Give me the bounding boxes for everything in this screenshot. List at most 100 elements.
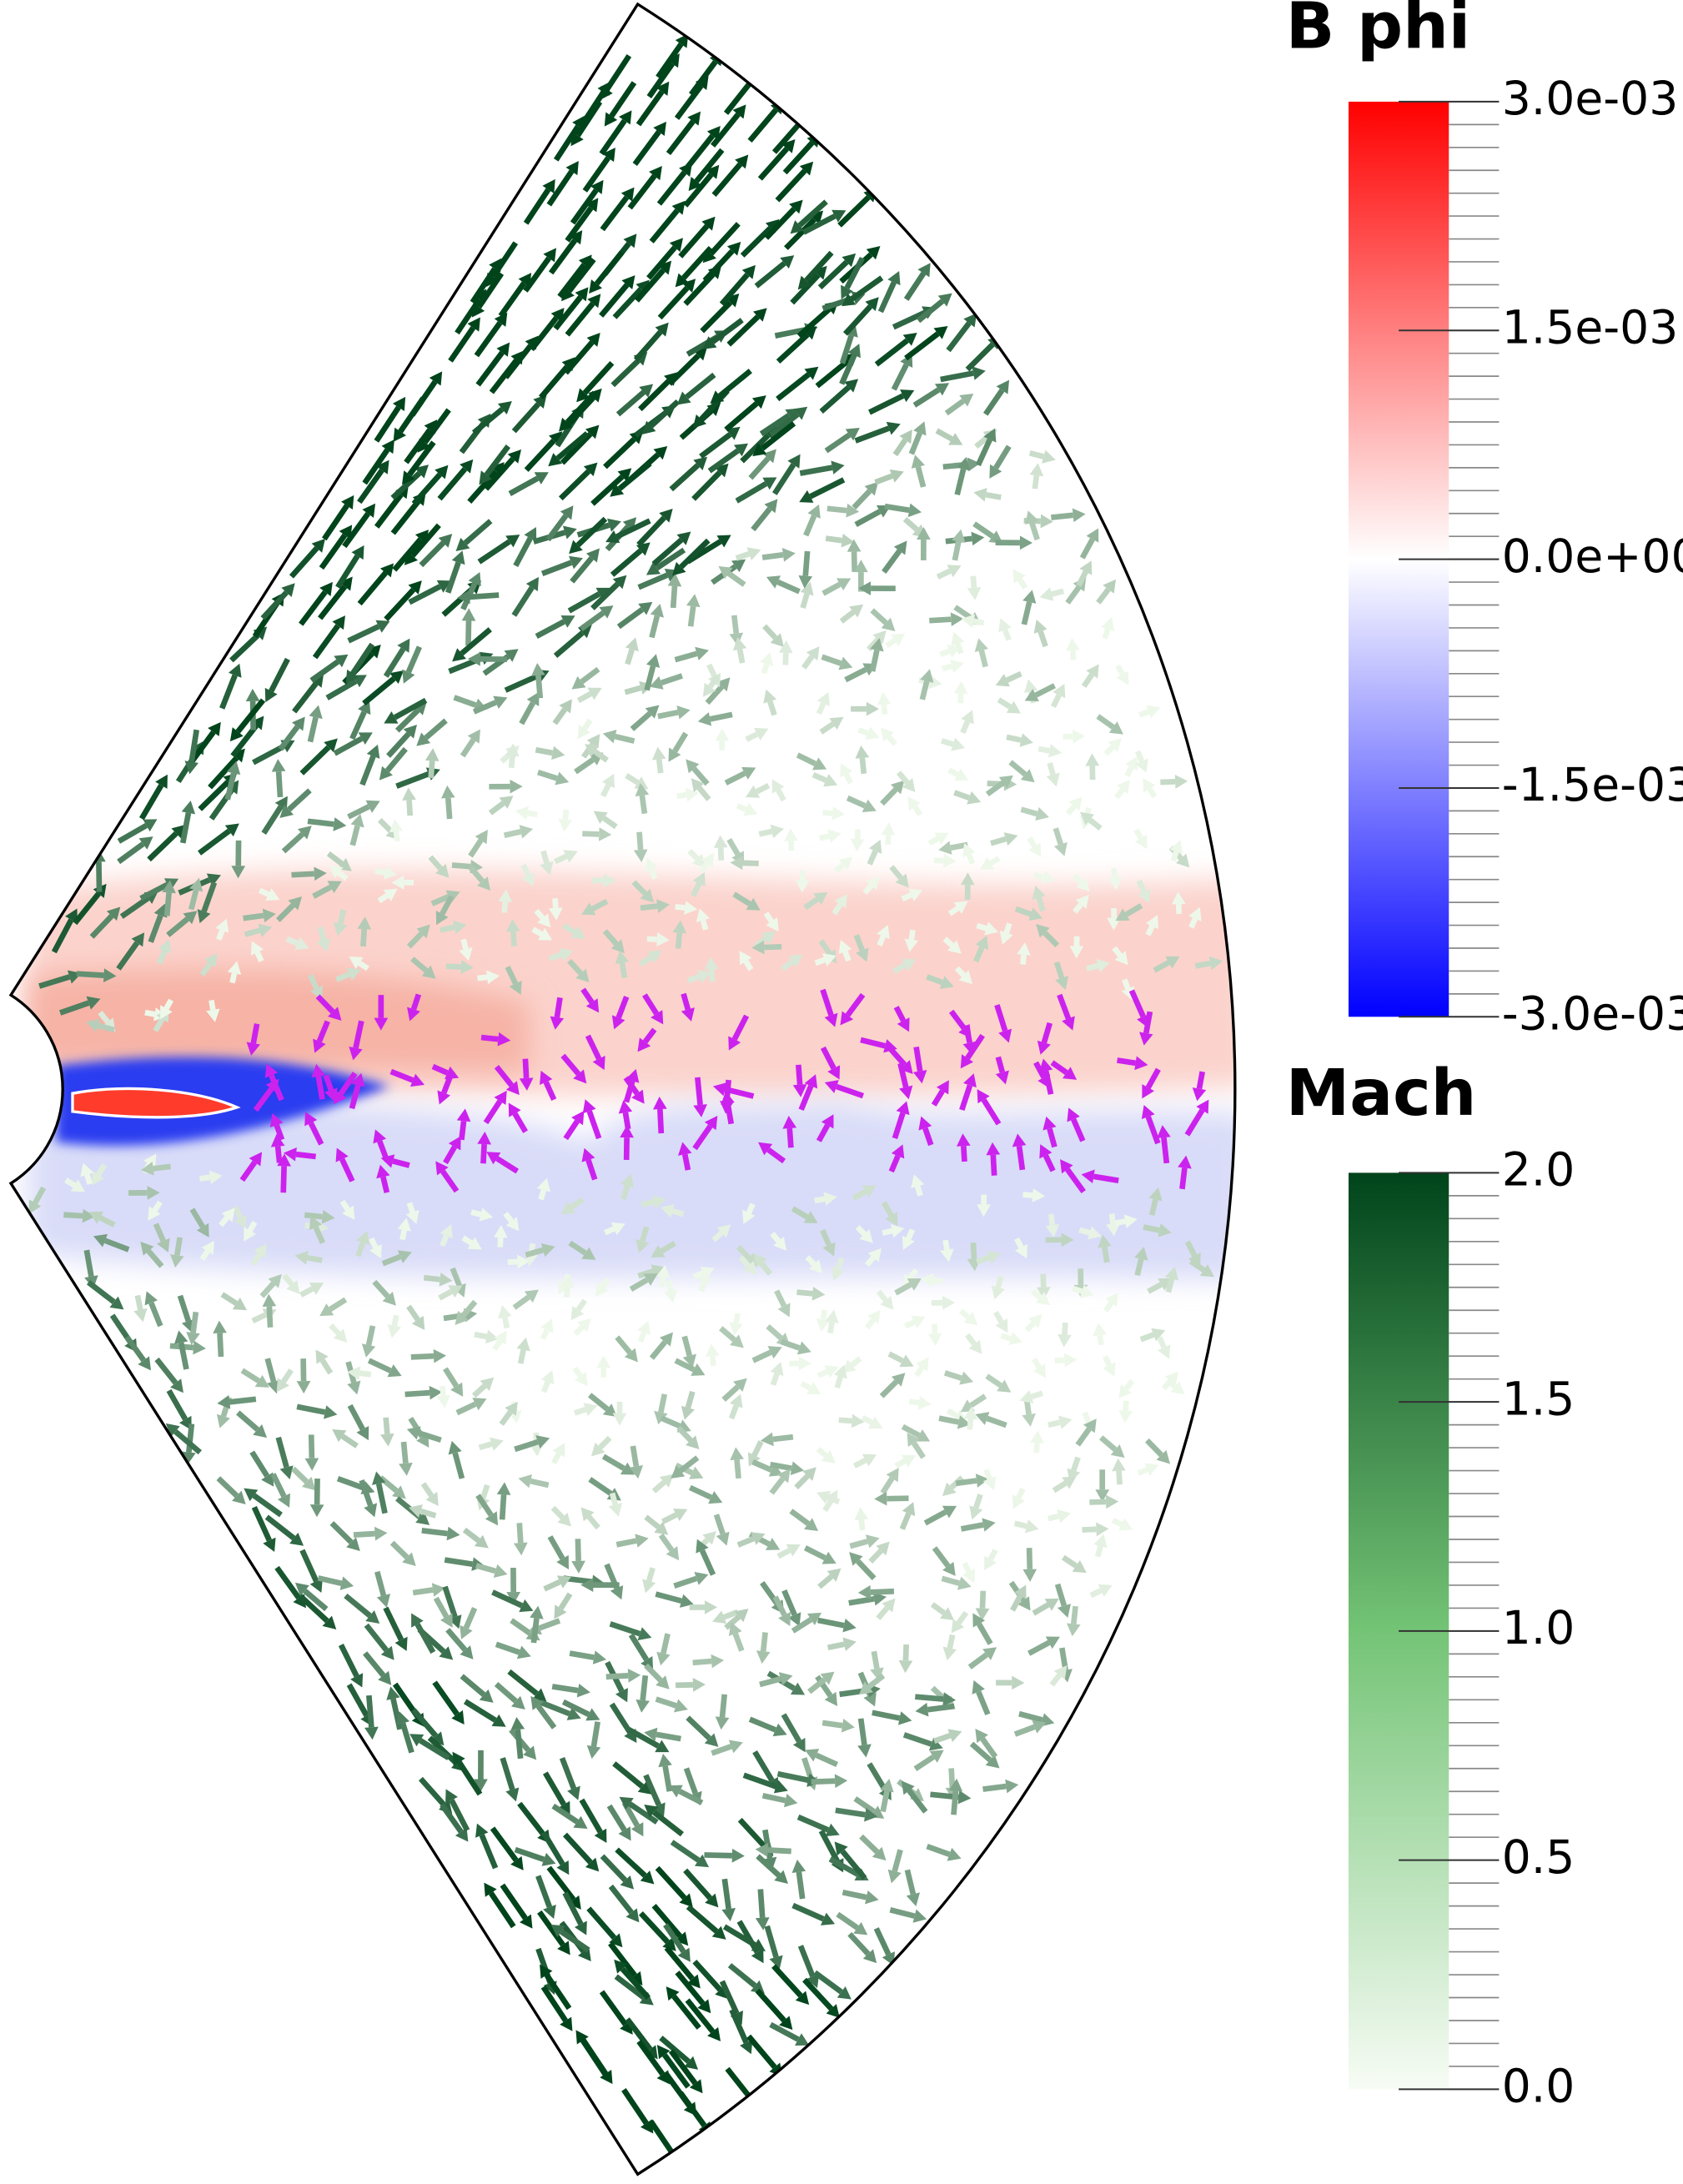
velocity-arrow-head: [858, 1681, 873, 1694]
velocity-arrow-head: [391, 875, 404, 890]
velocity-arrow-head: [506, 919, 520, 932]
velocity-arrow-head: [1035, 806, 1049, 821]
velocity-arrow: [834, 1375, 843, 1389]
velocity-arrow-head: [421, 965, 436, 979]
velocity-arrow-head: [556, 1554, 569, 1570]
velocity-arrow-head: [840, 1011, 854, 1026]
velocity-arrow-head: [857, 1585, 872, 1599]
velocity-arrow-head: [516, 1337, 530, 1352]
velocity-arrow: [936, 568, 952, 580]
velocity-arrow-head: [998, 1028, 1012, 1043]
velocity-arrow: [452, 1452, 465, 1479]
velocity-arrow-head: [599, 605, 614, 619]
velocity-arrow: [421, 1528, 448, 1537]
velocity-arrow: [124, 1335, 146, 1363]
velocity-arrow-head: [1045, 1636, 1060, 1649]
velocity-arrow-head: [582, 1099, 596, 1114]
velocity-arrow-head: [629, 1971, 643, 1986]
velocity-arrow-head: [1103, 579, 1117, 594]
velocity-arrow-head: [792, 1738, 806, 1753]
velocity-arrow-head: [505, 1787, 520, 1802]
velocity-arrow-head: [269, 1113, 284, 1128]
velocity-arrow-head: [327, 1007, 342, 1022]
tick-label: 1.0: [1502, 1601, 1575, 1654]
velocity-arrow-head: [1028, 842, 1042, 857]
velocity-arrow-head: [560, 505, 574, 520]
velocity-arrow-head: [1081, 1169, 1095, 1184]
velocity-arrow-head: [831, 209, 847, 223]
velocity-arrow: [510, 931, 517, 946]
velocity-arrow: [580, 987, 595, 1004]
velocity-arrow: [839, 334, 854, 364]
velocity-arrow-head: [1158, 1344, 1171, 1359]
velocity-arrow: [552, 897, 559, 909]
velocity-arrow: [430, 894, 450, 906]
velocity-arrow-head: [1019, 1390, 1034, 1403]
velocity-arrow: [500, 1757, 515, 1790]
velocity-arrow: [881, 1201, 894, 1218]
velocity-arrow: [381, 1253, 402, 1267]
velocity-arrow-head: [543, 1905, 556, 1920]
velocity-arrow: [337, 871, 349, 881]
velocity-arrow-head: [739, 951, 752, 966]
velocity-arrow: [818, 1829, 841, 1863]
velocity-arrow: [636, 831, 644, 851]
velocity-arrow-head: [702, 682, 716, 697]
velocity-arrow-head: [1116, 670, 1129, 685]
velocity-arrow-head: [902, 1454, 917, 1468]
velocity-arrow-head: [850, 838, 865, 852]
velocity-arrow-head: [576, 1683, 590, 1698]
velocity-arrow: [491, 1589, 524, 1609]
velocity-arrow: [705, 685, 724, 705]
velocity-arrow-head: [333, 1328, 348, 1343]
velocity-arrow: [1002, 629, 1012, 641]
velocity-arrow: [1053, 827, 1064, 846]
velocity-arrow: [880, 787, 898, 806]
velocity-arrow-head: [625, 1908, 640, 1923]
velocity-arrow: [847, 1931, 871, 1956]
velocity-arrow-head: [324, 1405, 338, 1419]
velocity-arrow: [404, 1389, 430, 1398]
velocity-arrow: [943, 1370, 962, 1381]
tick-label: 1.5e-03: [1502, 300, 1679, 354]
velocity-arrow: [1124, 903, 1143, 917]
velocity-arrow: [217, 1333, 224, 1358]
velocity-arrow-head: [399, 1462, 413, 1476]
velocity-arrow: [285, 936, 299, 946]
velocity-arrow: [732, 1632, 745, 1652]
velocity-arrow-head: [697, 970, 712, 983]
velocity-arrow: [1143, 1224, 1160, 1233]
velocity-arrow: [537, 1910, 565, 1947]
velocity-arrow: [443, 1145, 457, 1165]
velocity-arrow: [831, 902, 843, 916]
velocity-arrow: [627, 173, 657, 210]
velocity-arrow: [1042, 1154, 1056, 1172]
velocity-arrow-head: [1178, 1155, 1192, 1169]
velocity-arrow: [565, 301, 595, 337]
velocity-arrow-head: [686, 759, 700, 774]
velocity-arrow-head: [689, 2079, 703, 2094]
velocity-arrow-head: [886, 1468, 899, 1483]
velocity-arrow-head: [595, 1283, 609, 1298]
velocity-arrow: [803, 515, 817, 537]
velocity-arrow-head: [795, 880, 810, 893]
velocity-arrow: [1161, 1137, 1170, 1164]
velocity-arrow: [156, 949, 168, 965]
velocity-arrow-head: [842, 1359, 857, 1373]
velocity-arrow-head: [1192, 1087, 1207, 1102]
velocity-arrow-head: [1058, 1415, 1073, 1429]
velocity-arrow-head: [891, 1144, 905, 1159]
velocity-arrow: [789, 1509, 810, 1526]
velocity-arrow: [456, 1760, 483, 1796]
velocity-arrow: [366, 1694, 374, 1728]
velocity-arrow-head: [666, 1986, 680, 2001]
velocity-arrow: [976, 1254, 991, 1265]
velocity-arrow: [724, 771, 746, 786]
velocity-arrow: [907, 1789, 928, 1814]
velocity-arrow: [529, 315, 559, 352]
velocity-arrow: [799, 464, 833, 476]
velocity-arrow-head: [246, 1042, 261, 1056]
velocity-arrow: [410, 523, 441, 558]
velocity-arrow: [771, 463, 796, 495]
velocity-arrow: [117, 841, 145, 865]
